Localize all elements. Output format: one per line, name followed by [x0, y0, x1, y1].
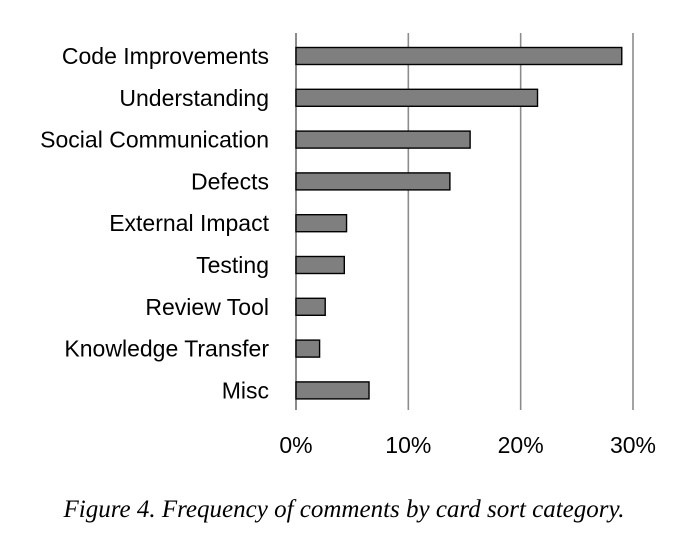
bar-chart: Code Improvements Understanding Social Com… [40, 33, 656, 458]
category-label: Social Communication [40, 127, 269, 153]
figure-caption: Figure 4. Frequency of comments by card … [63, 496, 625, 523]
bars [295, 46, 623, 400]
bar [295, 297, 326, 316]
category-label: Knowledge Transfer [64, 336, 269, 362]
category-label: Misc [222, 377, 269, 403]
category-labels: Code Improvements Understanding Social Com… [40, 43, 269, 403]
x-tick-label: 20% [498, 432, 544, 458]
category-label: Testing [196, 252, 269, 278]
x-tick-label: 0% [279, 432, 312, 458]
x-tick-label: 30% [610, 432, 656, 458]
bar [295, 130, 471, 149]
category-label: Review Tool [145, 294, 269, 320]
x-tick-labels: 0% 10% 20% 30% [279, 432, 656, 458]
x-tick-label: 10% [385, 432, 431, 458]
category-label: Understanding [119, 85, 269, 111]
bar [295, 172, 451, 191]
category-label: Defects [191, 168, 269, 194]
category-label: Code Improvements [62, 43, 269, 69]
bar [295, 213, 348, 233]
bar [295, 46, 623, 66]
bar [295, 255, 346, 275]
bar [295, 88, 539, 108]
category-label: External Impact [109, 210, 269, 236]
bar [295, 339, 321, 358]
bar [295, 381, 370, 400]
